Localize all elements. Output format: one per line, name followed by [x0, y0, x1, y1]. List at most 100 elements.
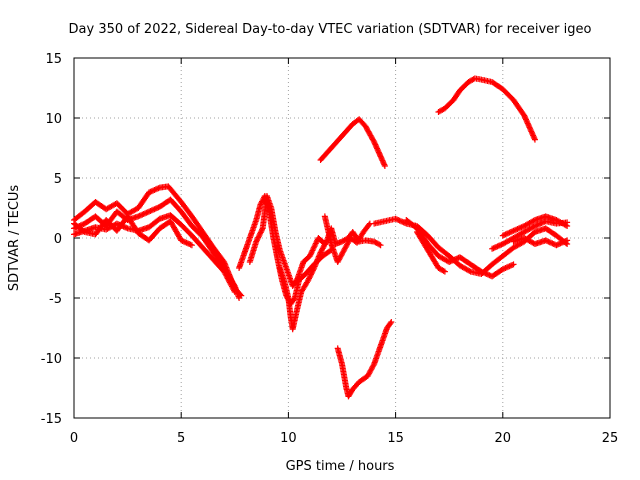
series-track-p [510, 235, 571, 249]
data-point [440, 267, 447, 274]
data-point [309, 267, 316, 274]
chart-title: Day 350 of 2022, Sidereal Day-to-day VTE… [69, 22, 592, 37]
data-point [307, 251, 314, 258]
data-point [310, 244, 317, 251]
data-point [188, 242, 195, 249]
data-point [253, 238, 260, 245]
series-track-m [414, 229, 448, 275]
series-track-j [334, 319, 395, 400]
data-point [312, 240, 319, 247]
y-axis-label: SDTVAR / TECUs [7, 185, 22, 292]
data-point [308, 270, 315, 277]
data-point [80, 228, 87, 235]
data-point [562, 222, 569, 229]
y-tick-label: 15 [45, 52, 62, 67]
data-point [528, 128, 535, 135]
data-point [379, 157, 386, 164]
data-point [257, 229, 264, 236]
x-tick-label: 0 [70, 431, 78, 446]
data-point [312, 241, 319, 248]
series-track-f [246, 193, 328, 289]
x-axis-label: GPS time / hours [286, 459, 395, 474]
data-point [236, 295, 243, 301]
data-point [530, 133, 537, 140]
data-point [307, 271, 314, 278]
x-tick-label: 5 [177, 431, 185, 446]
y-tick-label: -15 [41, 412, 62, 427]
y-tick-label: -5 [49, 292, 62, 307]
x-tick-label: 10 [280, 431, 297, 446]
x-tick-label: 20 [495, 431, 512, 446]
data-point [304, 278, 311, 285]
data-point [376, 241, 383, 248]
data-point [381, 163, 388, 169]
data-point [365, 221, 372, 228]
y-tick-label: 0 [54, 232, 62, 247]
data-point [510, 261, 517, 268]
data-point [528, 129, 535, 136]
data-point [323, 238, 330, 245]
series-track-i [317, 116, 388, 169]
data-point [309, 247, 316, 254]
data-point [370, 137, 377, 144]
axis-ticks: 0 5 10 15 20 25 15 10 5 0 -5 -10 -15 [41, 52, 619, 446]
data-point [306, 253, 313, 259]
data-point [527, 127, 534, 133]
data-point [381, 161, 388, 168]
data-point [259, 226, 266, 233]
data-point [313, 239, 320, 246]
data-point [377, 153, 384, 160]
data-point [387, 320, 394, 327]
data-point [231, 289, 238, 295]
data-point [254, 235, 261, 242]
data-point [530, 217, 537, 224]
series-track-o [499, 213, 571, 239]
data-point [564, 223, 571, 229]
data-point [380, 160, 387, 167]
data-point [564, 237, 571, 244]
data-point [257, 230, 264, 237]
data-point [388, 319, 395, 325]
series-track-l [403, 217, 517, 280]
data-point [307, 272, 314, 279]
series-track-q [435, 75, 538, 143]
data-point [306, 274, 313, 281]
data-point [255, 233, 262, 240]
data-point [305, 275, 312, 282]
data-point [531, 136, 538, 143]
data-point [310, 266, 317, 273]
data-point [305, 276, 312, 283]
data-point [531, 135, 538, 142]
series-track-h [321, 213, 373, 265]
data-point [378, 154, 385, 161]
data-series [71, 75, 571, 400]
data-point [378, 156, 385, 163]
y-tick-label: 10 [45, 112, 62, 127]
data-point [370, 362, 377, 369]
series-track-c [71, 212, 238, 295]
series-track-a [71, 183, 245, 299]
y-tick-label: 5 [54, 172, 62, 187]
data-point [308, 250, 315, 257]
data-point [308, 248, 315, 255]
data-point [231, 287, 238, 294]
data-point [377, 242, 384, 249]
y-tick-label: -10 [41, 352, 62, 367]
data-point [530, 223, 537, 230]
data-point [255, 234, 262, 241]
x-tick-label: 15 [387, 431, 404, 446]
data-point [310, 246, 317, 253]
x-tick-label: 25 [602, 431, 619, 446]
data-point [380, 158, 387, 165]
data-point [530, 132, 537, 139]
data-point [311, 243, 318, 250]
data-point [466, 267, 473, 274]
data-point [258, 228, 265, 235]
series-track-d [71, 213, 195, 249]
data-point [441, 268, 448, 275]
data-point [256, 232, 263, 238]
data-point [309, 268, 316, 275]
data-point [529, 131, 536, 138]
data-point [290, 296, 297, 303]
